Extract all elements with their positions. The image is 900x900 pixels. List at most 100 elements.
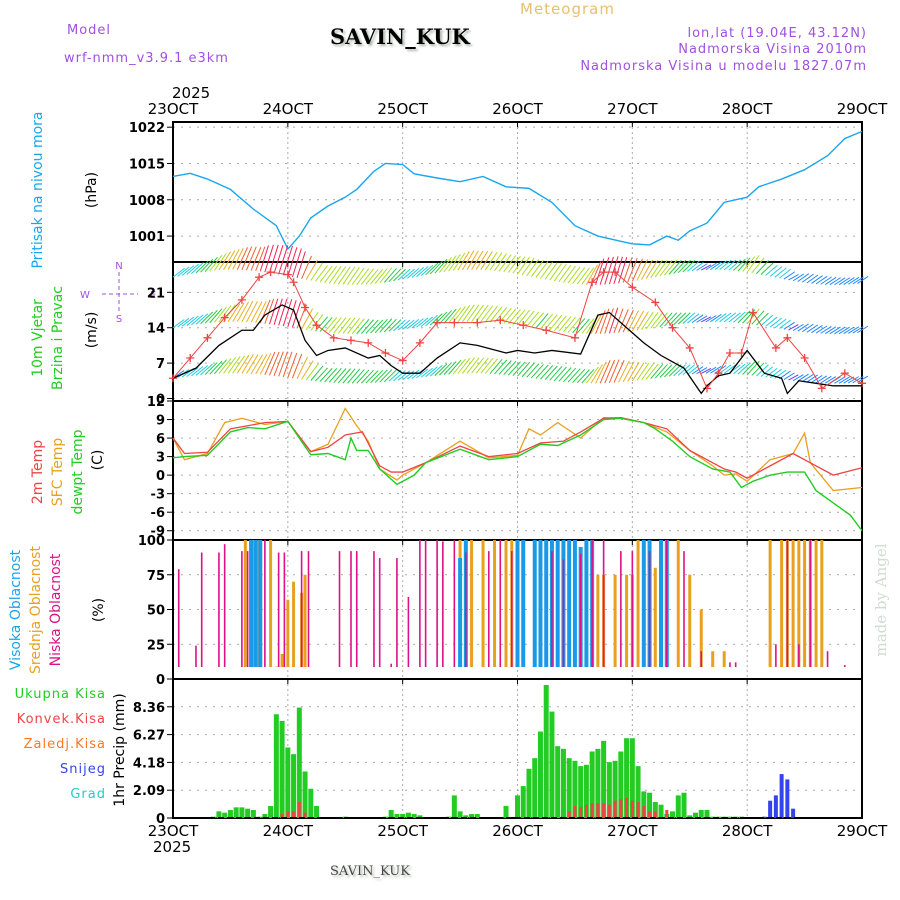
wind-barb bbox=[503, 360, 517, 376]
wind-barb bbox=[443, 361, 457, 375]
precip-bar bbox=[400, 814, 406, 818]
wind-barb bbox=[572, 368, 586, 383]
cloud-bar bbox=[269, 540, 273, 667]
wind-barb bbox=[172, 319, 185, 329]
wind-barb bbox=[599, 360, 611, 384]
wind-barb bbox=[379, 369, 393, 383]
wind-barb bbox=[673, 364, 687, 377]
wind-barb bbox=[797, 373, 809, 382]
precip-bar bbox=[532, 758, 538, 818]
precip-bar bbox=[601, 740, 607, 818]
wind-barb bbox=[195, 365, 209, 376]
precip-bar bbox=[779, 774, 784, 818]
precip-bar bbox=[658, 804, 664, 818]
wind-barb bbox=[480, 305, 494, 323]
precip-bar bbox=[595, 748, 601, 818]
wind-barb bbox=[507, 361, 521, 376]
wind-barb bbox=[659, 312, 673, 328]
wind-barb bbox=[567, 317, 581, 333]
cloud-bar bbox=[567, 540, 572, 667]
wind-barb bbox=[291, 301, 302, 328]
wind-barb bbox=[402, 370, 415, 381]
cloud-bar bbox=[729, 662, 731, 667]
wind-barb bbox=[337, 368, 351, 384]
precip-bar bbox=[572, 760, 578, 818]
cloud-bar bbox=[223, 544, 226, 667]
cloud-bar bbox=[699, 609, 703, 667]
precip-bar bbox=[227, 810, 233, 818]
cloud-bar bbox=[246, 551, 249, 667]
cloud-bar bbox=[493, 540, 497, 667]
wind-barb bbox=[622, 309, 634, 333]
cloud-bar bbox=[562, 559, 565, 667]
wind-barb bbox=[535, 313, 549, 329]
wind-barb bbox=[191, 262, 204, 275]
wind-barb bbox=[287, 247, 298, 277]
cloud-bar bbox=[631, 551, 634, 667]
cloud-bar bbox=[300, 551, 303, 667]
wind-barb bbox=[824, 376, 837, 384]
wind-barb bbox=[769, 317, 782, 328]
wind-barb bbox=[246, 354, 259, 374]
wind-barb bbox=[370, 268, 384, 285]
top-date-tick-5: 28OCT bbox=[722, 100, 773, 118]
2m-temp-line bbox=[172, 417, 863, 479]
compass-e: E bbox=[150, 290, 156, 301]
cloud-bar bbox=[659, 540, 664, 667]
wind-barb bbox=[397, 268, 411, 281]
cloud-bar bbox=[648, 551, 651, 667]
wind-barb bbox=[351, 267, 365, 286]
cloud-bar bbox=[591, 540, 593, 667]
wind-barb bbox=[705, 315, 717, 323]
wind-barb bbox=[737, 310, 751, 324]
cloud-bar bbox=[424, 540, 427, 667]
legend-snow: Snijeg bbox=[60, 762, 106, 777]
precip-bar bbox=[625, 798, 629, 818]
wind-barb bbox=[347, 267, 360, 285]
wind-barb bbox=[673, 312, 687, 326]
precip-bar bbox=[635, 766, 641, 818]
wind-barb bbox=[268, 351, 280, 376]
wind-barb bbox=[333, 368, 347, 383]
wind-barb bbox=[181, 316, 195, 327]
wind-barb bbox=[563, 367, 577, 383]
wind-barb bbox=[296, 356, 308, 379]
wind-barb bbox=[236, 301, 249, 322]
wind-barb bbox=[544, 365, 558, 381]
wind-barb bbox=[471, 357, 485, 374]
wind-barb bbox=[668, 364, 682, 377]
cloud-bar bbox=[843, 665, 846, 667]
wind-title-2: Brzina i Pravac bbox=[50, 286, 66, 390]
panel-temperature: 12 9 6 3 0 -3 -6 -9 bbox=[147, 395, 863, 541]
wind-barb bbox=[204, 310, 218, 324]
wind-barb bbox=[383, 267, 397, 283]
wind-barb bbox=[838, 376, 850, 384]
wind-barb bbox=[356, 318, 370, 335]
precip-bar bbox=[607, 804, 611, 818]
wind-barb bbox=[439, 362, 452, 376]
wind-barb bbox=[540, 313, 554, 330]
wind-barb bbox=[494, 253, 507, 271]
precip-bar bbox=[286, 811, 290, 818]
wind-barb bbox=[232, 302, 245, 322]
wind-barb bbox=[406, 369, 420, 380]
wind-barb bbox=[714, 260, 727, 270]
wind-barb bbox=[691, 366, 704, 375]
wind-barb bbox=[200, 311, 214, 325]
cloud-bar bbox=[798, 644, 800, 667]
ytick-label: 9 bbox=[156, 414, 165, 429]
wind-barb bbox=[682, 364, 696, 376]
wind-barb bbox=[664, 364, 678, 378]
wind-barb bbox=[650, 259, 663, 279]
wind-barb bbox=[360, 369, 374, 384]
wind-barb bbox=[209, 255, 223, 272]
pressure-line bbox=[172, 130, 863, 251]
wind-barb bbox=[255, 246, 266, 272]
precip-bar bbox=[584, 804, 588, 818]
cloud-bar bbox=[378, 558, 381, 667]
ytick-label: 7 bbox=[156, 357, 165, 372]
wind-barb bbox=[756, 312, 769, 326]
cloud-bar bbox=[481, 540, 485, 667]
wind-barb bbox=[186, 315, 199, 326]
cloud-bar bbox=[711, 651, 715, 667]
